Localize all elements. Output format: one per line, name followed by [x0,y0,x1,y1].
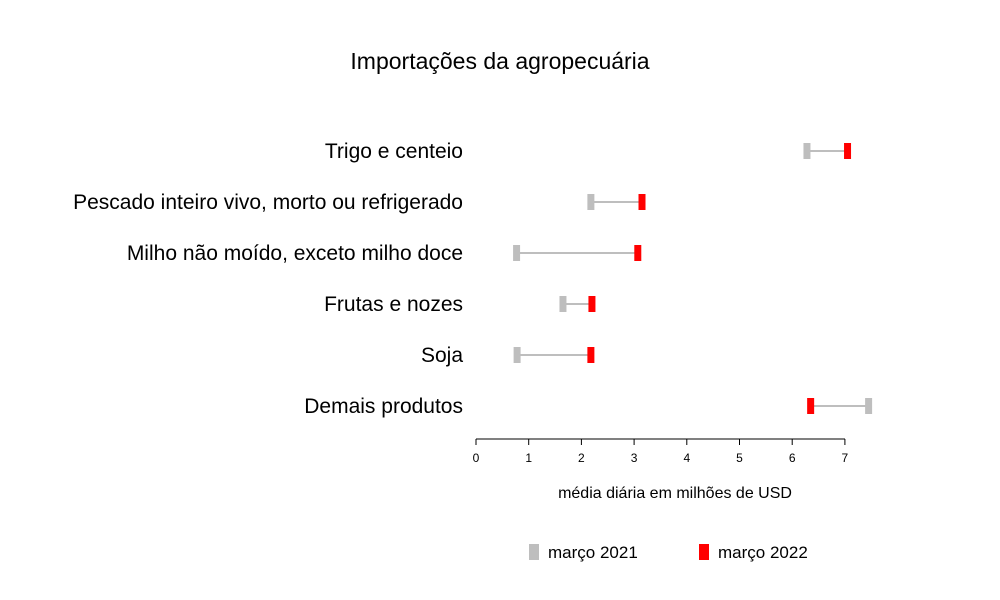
point-março-2022 [807,398,815,414]
legend-label: março 2022 [718,543,808,562]
point-março-2022 [587,347,595,363]
legend-swatch [699,544,709,560]
category-label: Soja [421,344,463,367]
category-label: Trigo e centeio [325,140,463,163]
x-tick-label: 0 [473,451,480,465]
x-tick-label: 7 [842,451,849,465]
x-tick-label: 6 [789,451,796,465]
category-label: Demais produtos [304,395,463,418]
point-março-2022 [638,194,646,210]
x-tick-label: 3 [631,451,638,465]
chart-title: Importações da agropecuária [350,48,649,74]
point-março-2022 [634,245,642,261]
point-março-2021 [513,245,521,261]
x-tick-label: 4 [683,451,690,465]
category-label: Frutas e nozes [324,293,463,316]
x-tick-label: 2 [578,451,585,465]
point-março-2021 [865,398,873,414]
x-axis-title: média diária em milhões de USD [558,485,792,502]
point-março-2022 [588,296,596,312]
legend-label: março 2021 [548,543,638,562]
point-março-2021 [587,194,595,210]
point-março-2021 [513,347,521,363]
x-tick-label: 5 [736,451,743,465]
category-label: Pescado inteiro vivo, morto ou refrigera… [73,191,463,214]
legend-swatch [529,544,539,560]
point-março-2022 [844,143,852,159]
plot-rows: Trigo e centeio Pescado inteiro vivo, mor… [73,140,873,418]
point-março-2021 [803,143,811,159]
category-label: Milho não moído, exceto milho doce [127,242,463,265]
x-tick-label: 1 [525,451,532,465]
point-março-2021 [559,296,567,312]
legend: março 2021 março 2022 [529,543,808,562]
x-axis-ticks: 0 1 2 3 4 5 6 7 [473,439,849,465]
